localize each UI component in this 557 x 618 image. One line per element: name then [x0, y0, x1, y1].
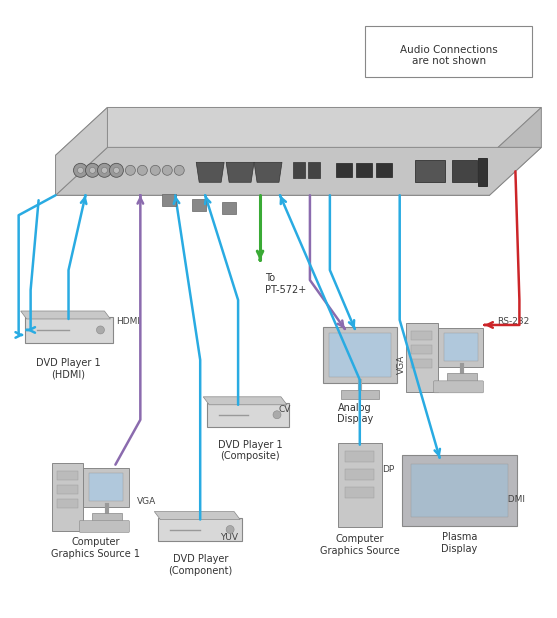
- Text: DVD Player 1
(HDMI): DVD Player 1 (HDMI): [36, 358, 101, 379]
- Circle shape: [138, 166, 148, 176]
- FancyBboxPatch shape: [365, 25, 532, 77]
- FancyBboxPatch shape: [402, 455, 517, 525]
- Text: Computer
Graphics Source: Computer Graphics Source: [320, 535, 400, 556]
- FancyBboxPatch shape: [57, 471, 78, 480]
- Text: Analog
Display: Analog Display: [336, 403, 373, 425]
- FancyBboxPatch shape: [80, 520, 129, 533]
- FancyBboxPatch shape: [329, 333, 390, 377]
- Circle shape: [109, 163, 124, 177]
- Circle shape: [273, 411, 281, 419]
- FancyBboxPatch shape: [411, 331, 432, 341]
- FancyBboxPatch shape: [345, 451, 374, 462]
- FancyBboxPatch shape: [438, 328, 483, 367]
- Circle shape: [125, 166, 135, 176]
- Text: RS-232: RS-232: [497, 318, 530, 326]
- Circle shape: [97, 163, 111, 177]
- FancyBboxPatch shape: [443, 333, 477, 361]
- FancyBboxPatch shape: [308, 163, 320, 179]
- Polygon shape: [56, 108, 108, 195]
- FancyBboxPatch shape: [90, 473, 124, 501]
- Polygon shape: [154, 512, 240, 520]
- FancyBboxPatch shape: [162, 194, 176, 206]
- Text: VGA: VGA: [138, 497, 157, 506]
- FancyBboxPatch shape: [414, 160, 444, 182]
- FancyBboxPatch shape: [477, 158, 487, 186]
- Circle shape: [162, 166, 172, 176]
- FancyBboxPatch shape: [345, 487, 374, 498]
- Text: Computer
Graphics Source 1: Computer Graphics Source 1: [51, 538, 140, 559]
- Text: To
PT-572+: To PT-572+: [265, 273, 306, 295]
- Circle shape: [90, 167, 95, 173]
- FancyBboxPatch shape: [158, 517, 242, 541]
- Polygon shape: [490, 108, 541, 195]
- FancyBboxPatch shape: [57, 499, 78, 508]
- FancyBboxPatch shape: [84, 468, 129, 507]
- Polygon shape: [254, 163, 282, 182]
- FancyBboxPatch shape: [52, 463, 84, 531]
- Text: Audio Connections
are not shown: Audio Connections are not shown: [400, 44, 497, 66]
- Text: HDMI: HDMI: [116, 318, 140, 326]
- FancyBboxPatch shape: [92, 512, 123, 522]
- Circle shape: [114, 167, 119, 173]
- Text: YUV: YUV: [220, 533, 238, 542]
- FancyBboxPatch shape: [376, 163, 392, 177]
- Circle shape: [174, 166, 184, 176]
- Polygon shape: [203, 397, 287, 405]
- FancyBboxPatch shape: [452, 160, 476, 182]
- Polygon shape: [56, 108, 541, 155]
- Text: DVD Player
(Component): DVD Player (Component): [168, 554, 232, 576]
- FancyBboxPatch shape: [411, 345, 432, 354]
- FancyBboxPatch shape: [336, 163, 352, 177]
- FancyBboxPatch shape: [411, 464, 509, 517]
- Circle shape: [226, 525, 234, 533]
- FancyBboxPatch shape: [25, 317, 114, 343]
- FancyBboxPatch shape: [338, 442, 382, 527]
- FancyBboxPatch shape: [207, 403, 289, 427]
- FancyBboxPatch shape: [356, 163, 372, 177]
- Text: DP: DP: [382, 465, 394, 474]
- Polygon shape: [196, 163, 224, 182]
- Polygon shape: [56, 147, 541, 195]
- FancyBboxPatch shape: [405, 323, 438, 392]
- Circle shape: [74, 163, 87, 177]
- FancyBboxPatch shape: [341, 390, 379, 399]
- FancyBboxPatch shape: [293, 163, 305, 179]
- Text: VGA: VGA: [397, 355, 406, 375]
- FancyBboxPatch shape: [345, 469, 374, 480]
- Text: CV: CV: [278, 405, 290, 414]
- Polygon shape: [56, 155, 490, 195]
- Circle shape: [77, 167, 84, 173]
- FancyBboxPatch shape: [222, 202, 236, 214]
- FancyBboxPatch shape: [57, 485, 78, 494]
- Text: Plasma
Display: Plasma Display: [441, 533, 478, 554]
- Circle shape: [85, 163, 100, 177]
- Circle shape: [150, 166, 160, 176]
- FancyBboxPatch shape: [192, 199, 206, 211]
- FancyBboxPatch shape: [433, 381, 483, 393]
- Text: DVD Player 1
(Composite): DVD Player 1 (Composite): [218, 439, 282, 461]
- FancyBboxPatch shape: [323, 327, 397, 383]
- Circle shape: [101, 167, 108, 173]
- Text: HDMI: HDMI: [501, 495, 525, 504]
- Polygon shape: [21, 311, 110, 319]
- FancyBboxPatch shape: [447, 373, 476, 382]
- Circle shape: [96, 326, 104, 334]
- Polygon shape: [226, 163, 254, 182]
- FancyBboxPatch shape: [411, 360, 432, 368]
